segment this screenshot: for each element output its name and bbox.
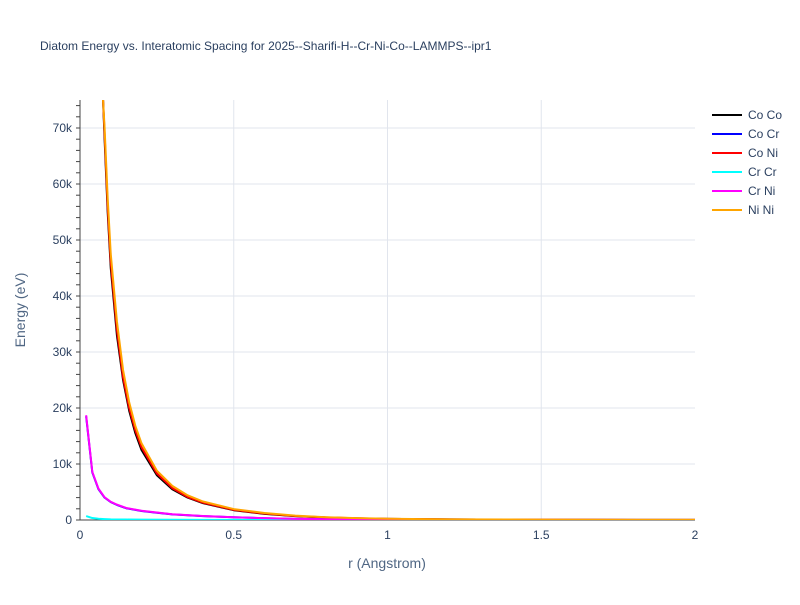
legend-label: Co Co [748, 108, 782, 122]
y-tick-label: 20k [53, 401, 73, 415]
series-line-ni-ni [102, 100, 695, 520]
grid [80, 100, 695, 520]
x-tick-label: 1.5 [533, 528, 550, 542]
legend-item[interactable]: Ni Ni [712, 203, 774, 217]
legend-label: Cr Cr [748, 165, 777, 179]
y-tick-label: 0 [65, 513, 72, 527]
y-tick-label: 30k [53, 345, 73, 359]
legend-label: Co Cr [748, 127, 779, 141]
legend-item[interactable]: Co Co [712, 108, 782, 122]
y-axis-label: Energy (eV) [12, 273, 28, 348]
y-tick-label: 10k [53, 457, 73, 471]
legend-label: Co Ni [748, 146, 778, 160]
y-tick-label: 40k [53, 289, 73, 303]
legend-item[interactable]: Co Ni [712, 146, 778, 160]
y-tick-label: 60k [53, 177, 73, 191]
legend[interactable]: Co Co Co Cr Co Ni Cr Cr Cr Ni Ni Ni [712, 108, 782, 217]
y-tick-label: 70k [53, 121, 73, 135]
legend-item[interactable]: Cr Cr [712, 165, 777, 179]
legend-item[interactable]: Cr Ni [712, 184, 775, 198]
x-tick-label: 1 [384, 528, 391, 542]
legend-label: Ni Ni [748, 203, 774, 217]
series-lines [85, 100, 695, 520]
chart-title: Diatom Energy vs. Interatomic Spacing fo… [40, 39, 492, 53]
x-tick-label: 0 [77, 528, 84, 542]
y-tick-label: 50k [53, 233, 73, 247]
legend-item[interactable]: Co Cr [712, 127, 779, 141]
legend-label: Cr Ni [748, 184, 775, 198]
x-tick-label: 0.5 [225, 528, 242, 542]
x-tick-label: 2 [692, 528, 699, 542]
axes: 0 0.5 1 1.5 2 0 10k 20k 30k 40k 50k 60k 70k [53, 100, 699, 542]
x-axis-label: r (Angstrom) [348, 555, 426, 571]
